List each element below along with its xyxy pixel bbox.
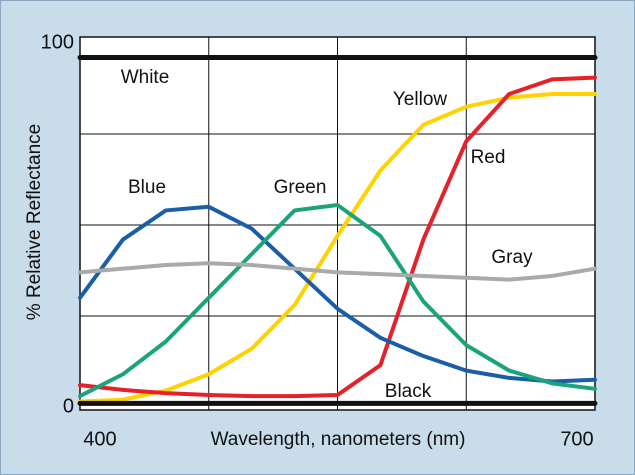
line [78,261,597,282]
y-axis-label: % Relative Reflectance [24,124,45,320]
y-tick-label: 0 [63,395,74,417]
series-label: Blue [128,177,166,198]
x-axis-label: Wavelength, nanometers (nm) [211,429,466,450]
line [78,202,597,399]
series-label: Black [385,381,432,402]
line [78,91,597,404]
x-tick-label: 700 [560,428,593,450]
y-tick-label: 100 [41,31,74,53]
line [78,75,597,399]
series-label: Yellow [393,89,448,110]
series-label: White [121,67,170,88]
x-tick-label: 400 [83,428,116,450]
plot-border [79,36,596,411]
series-label: Red [471,147,506,168]
series-label: Gray [491,247,533,268]
series-label: Green [274,177,327,198]
line [78,204,597,384]
